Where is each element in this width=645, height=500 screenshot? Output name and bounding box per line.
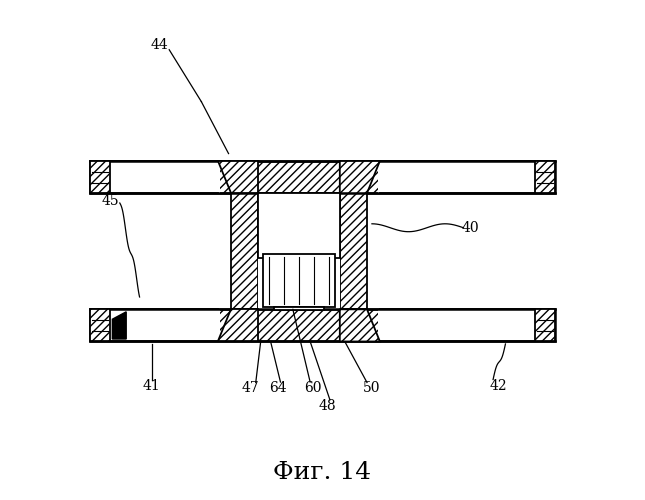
- Polygon shape: [340, 310, 380, 342]
- Bar: [90, 310, 555, 342]
- Bar: [340, 193, 367, 310]
- Polygon shape: [218, 161, 258, 193]
- Text: 64: 64: [269, 382, 287, 396]
- Bar: [378, 161, 535, 193]
- Bar: [110, 310, 220, 342]
- Polygon shape: [218, 310, 258, 342]
- Bar: [378, 310, 535, 342]
- Text: 47: 47: [242, 382, 260, 396]
- Bar: [535, 310, 555, 342]
- Bar: [90, 161, 555, 193]
- Text: 45: 45: [101, 194, 119, 207]
- Polygon shape: [112, 312, 126, 339]
- Bar: [274, 307, 324, 310]
- Text: 48: 48: [319, 399, 336, 413]
- Bar: [258, 193, 340, 310]
- Bar: [90, 310, 110, 342]
- Text: 40: 40: [462, 221, 480, 235]
- Text: 42: 42: [489, 379, 507, 393]
- Bar: [258, 193, 340, 258]
- Bar: [231, 193, 258, 310]
- Text: 60: 60: [304, 382, 321, 396]
- Polygon shape: [340, 161, 380, 193]
- Text: Фиг. 14: Фиг. 14: [273, 461, 372, 484]
- Text: 41: 41: [143, 379, 161, 393]
- Bar: [263, 254, 335, 307]
- Text: 50: 50: [363, 382, 381, 396]
- Bar: [90, 161, 110, 193]
- Text: 44: 44: [150, 38, 168, 52]
- Bar: [110, 161, 220, 193]
- Bar: [535, 161, 555, 193]
